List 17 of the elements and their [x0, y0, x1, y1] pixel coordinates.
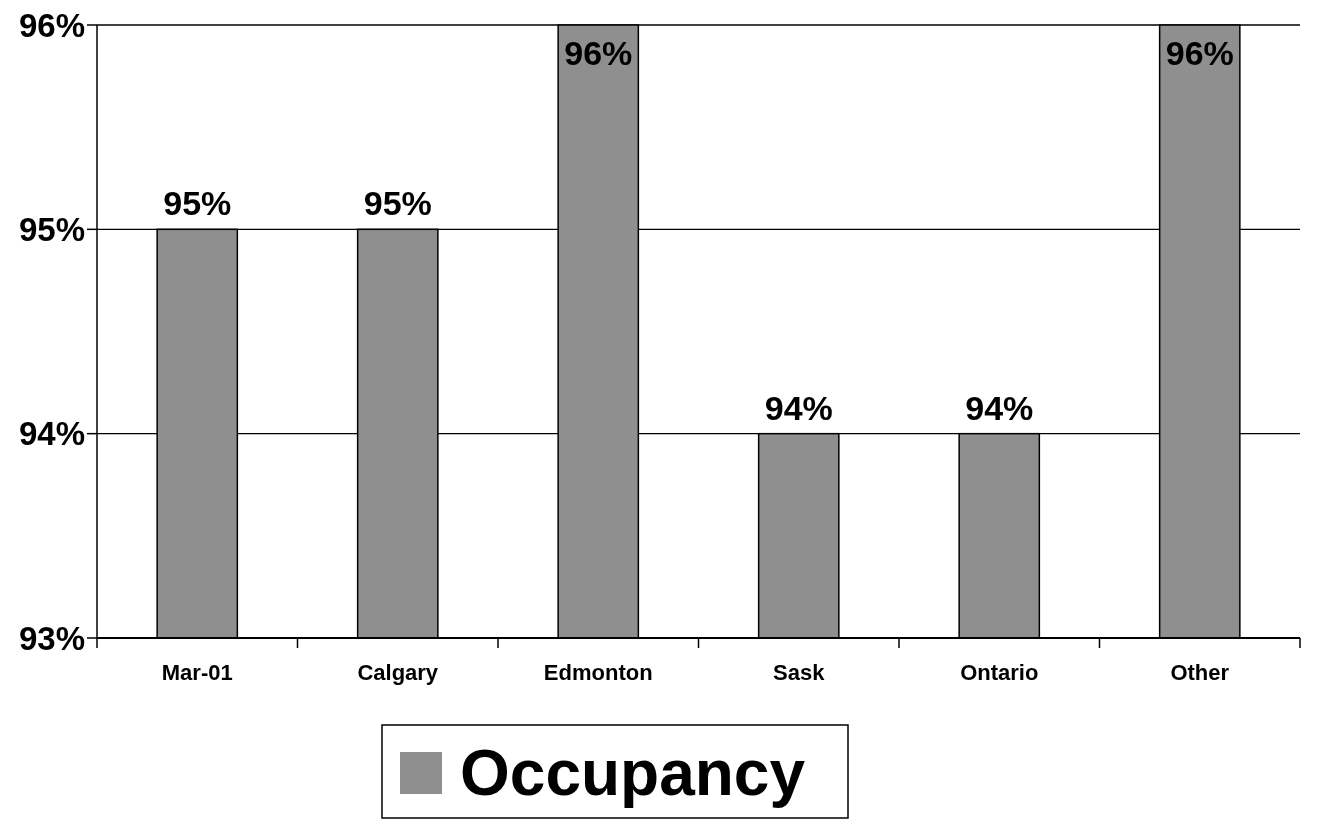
data-label: 94%: [764, 388, 833, 427]
data-label: 95%: [163, 184, 232, 223]
x-tick-label: Sask: [773, 660, 826, 685]
y-tick-label: 94%: [18, 415, 85, 453]
y-tick-label: 93%: [18, 619, 85, 657]
x-tick-label: Mar-01: [161, 660, 233, 685]
data-label: 96%: [1165, 34, 1234, 72]
x-tick-label: Calgary: [357, 660, 439, 685]
x-tick-label: Ontario: [960, 660, 1039, 685]
data-label: 96%: [564, 34, 633, 72]
data-label: 94%: [965, 388, 1034, 427]
x-tick-label: Other: [1170, 660, 1230, 685]
x-tick-label: Edmonton: [543, 660, 653, 685]
data-label: 95%: [363, 184, 432, 223]
y-tick-label: 96%: [18, 6, 85, 44]
legend-label: Occupancy: [460, 737, 806, 809]
y-tick-label: 95%: [18, 210, 85, 248]
